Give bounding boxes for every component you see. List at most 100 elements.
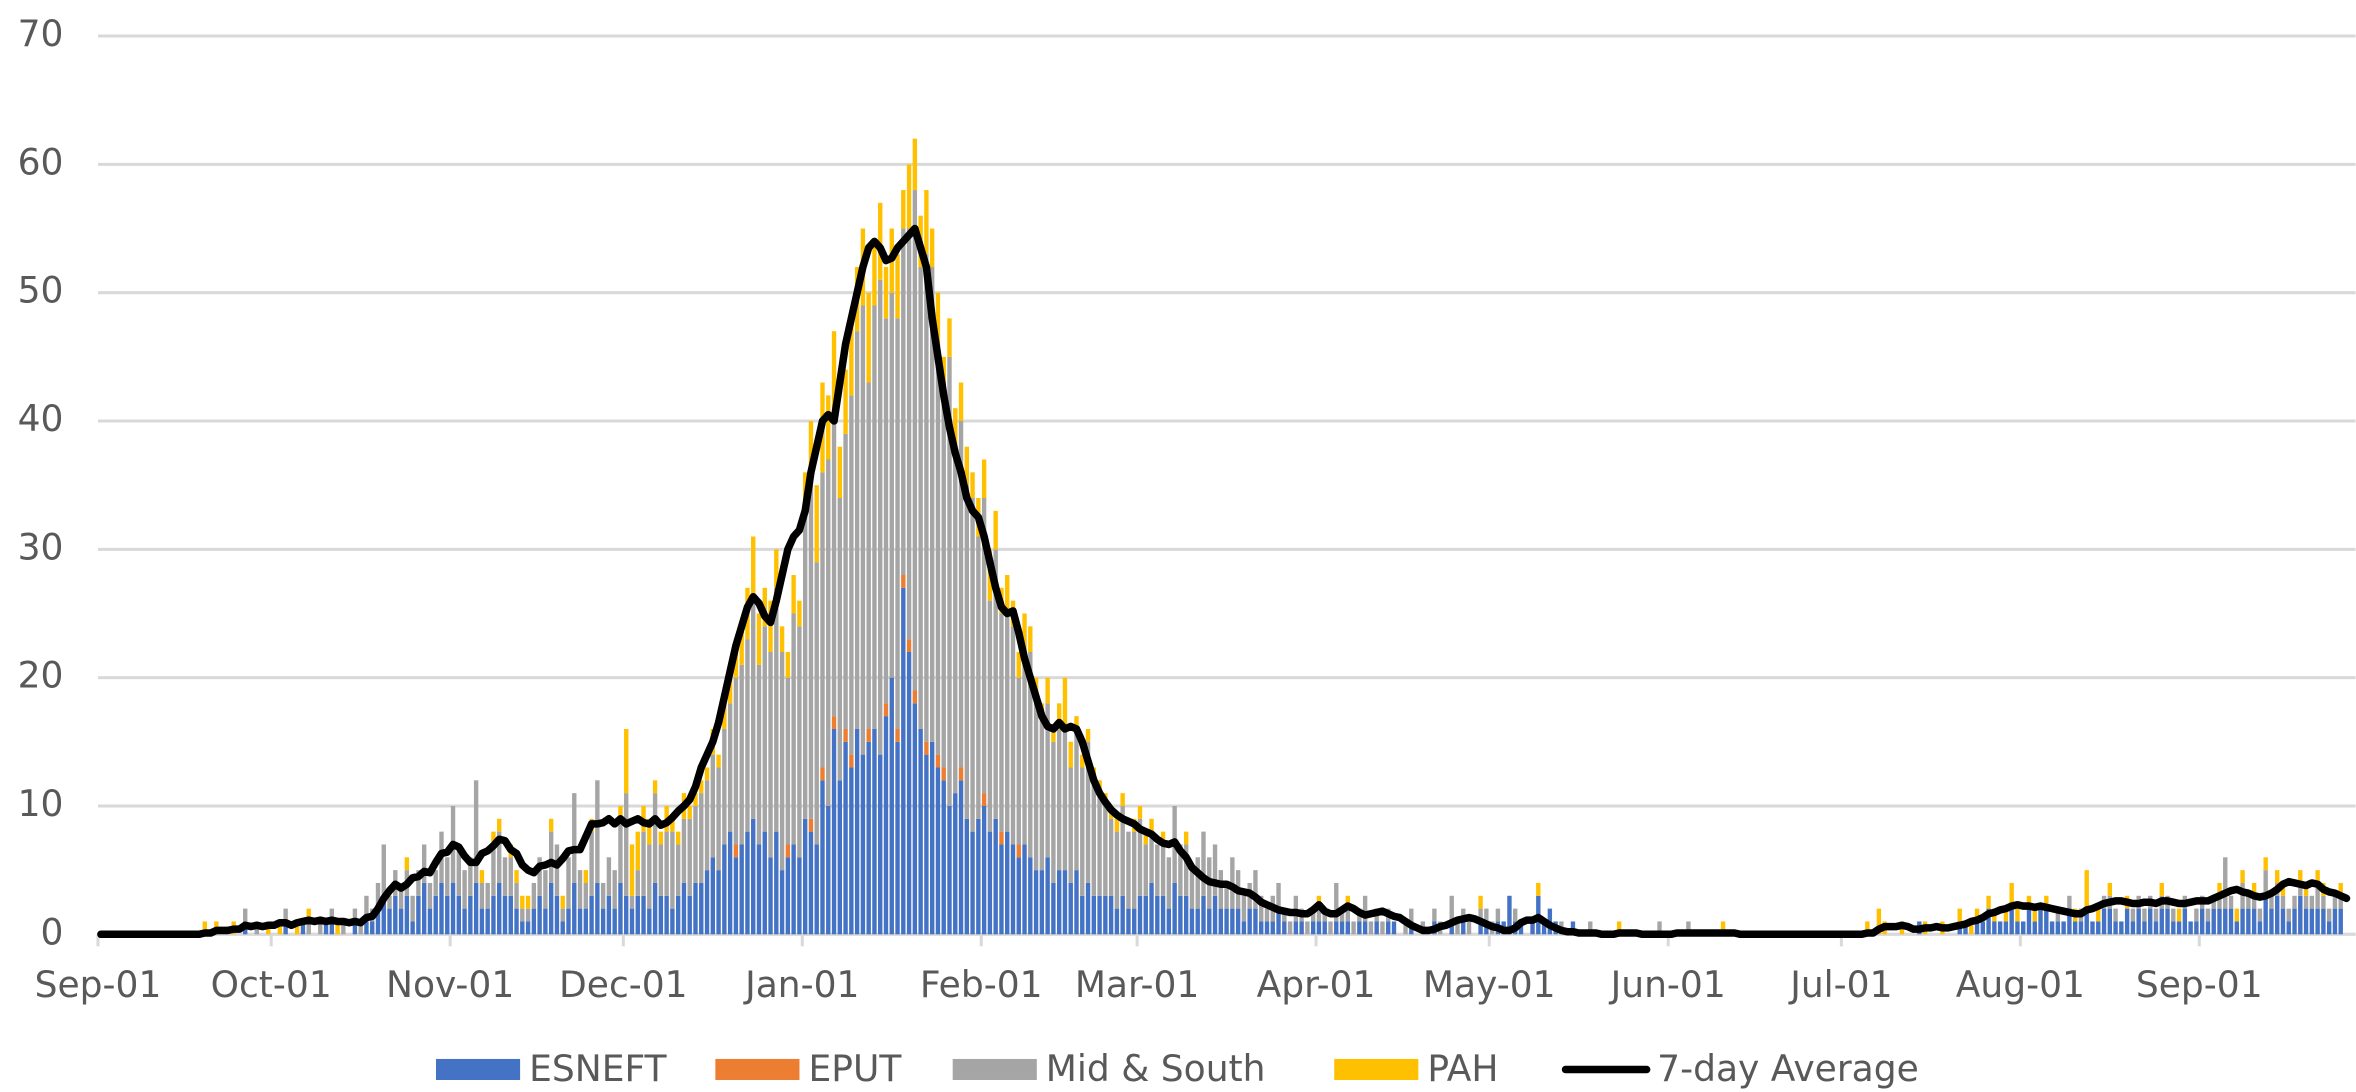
bar-segment	[802, 510, 808, 819]
bar-segment	[1287, 921, 1293, 935]
bar-segment	[658, 895, 664, 935]
bar-segment	[826, 395, 831, 460]
bar-segment	[1316, 908, 1322, 922]
bar-segment	[1068, 882, 1073, 935]
bar-segment	[808, 818, 814, 832]
bar-segment	[1230, 908, 1235, 935]
bar-segment	[1097, 895, 1102, 935]
bar-segment	[1062, 870, 1068, 935]
bar-segment	[889, 677, 894, 935]
bar-segment	[497, 831, 502, 883]
bar-segment	[612, 908, 617, 935]
bar-segment	[924, 190, 929, 255]
bar-segment	[1570, 921, 1576, 935]
bar-segment	[1085, 728, 1091, 742]
bar-segment	[1056, 703, 1062, 729]
bar-segment	[791, 613, 796, 845]
bar-segment	[727, 703, 733, 832]
bar-segment	[1120, 793, 1125, 806]
bar-segment	[958, 421, 964, 768]
bar-segment	[2153, 908, 2159, 922]
bar-segment	[468, 857, 473, 896]
bar-segment	[485, 908, 490, 935]
bar-segment	[866, 728, 871, 742]
bar-segment	[2015, 921, 2020, 935]
bar-segment	[404, 895, 410, 935]
bar-segment	[1357, 921, 1362, 935]
bar-segment	[2338, 908, 2343, 935]
bar-segment	[323, 921, 329, 935]
bar-segment	[1218, 870, 1224, 909]
bar-segment	[2194, 908, 2199, 922]
bar-segment	[1195, 908, 1200, 935]
bar-segment	[370, 921, 375, 935]
bar-segment	[2275, 870, 2280, 883]
bar-segment	[1986, 895, 1991, 909]
bar-segment	[1530, 921, 1535, 935]
bar-segment	[1051, 728, 1056, 742]
bar-segment	[456, 895, 462, 935]
bar-segment	[808, 831, 814, 935]
bar-segment	[2292, 895, 2297, 909]
bar-segment	[1299, 921, 1304, 935]
bar-segment	[2321, 895, 2326, 909]
bar-segment	[537, 857, 542, 896]
bar-segment	[704, 767, 710, 781]
bar-segment	[595, 882, 600, 935]
bar-segment	[2286, 908, 2291, 922]
bar-segment	[1155, 844, 1160, 896]
bar-segment	[883, 267, 889, 319]
bar-segment	[387, 908, 392, 935]
bar-segment	[1305, 921, 1310, 935]
bar-segment	[514, 908, 519, 935]
bar-segment	[941, 780, 946, 935]
bar-segment	[2217, 908, 2222, 935]
bar-segment	[2130, 908, 2136, 922]
bar-segment	[831, 728, 837, 935]
bar-segment	[699, 780, 704, 794]
bar-segment	[1114, 818, 1120, 832]
bar-segment	[854, 728, 860, 935]
bar-segment	[589, 895, 594, 935]
bar-segment	[699, 793, 704, 883]
bar-segment	[606, 857, 612, 896]
bar-segment	[2090, 921, 2095, 935]
bar-segment	[364, 895, 369, 922]
bar-segment	[958, 382, 964, 422]
bar-segment	[445, 895, 450, 935]
bar-segment	[2084, 870, 2089, 909]
bar-segment	[993, 818, 998, 935]
labels: 0 10 20 30 40 50 60 70 Sep-01 Oct-01 Nov-01 Dec-01 J…	[18, 14, 2263, 1006]
bar-segment	[1507, 895, 1512, 935]
bar-segment	[964, 446, 970, 486]
bar-segment	[1212, 895, 1218, 935]
bar-segment	[699, 882, 704, 935]
bar-segment	[981, 793, 987, 806]
x-tick-label: Apr-01	[1257, 965, 1376, 1006]
bar-segment	[583, 882, 589, 909]
bar-segment	[2205, 908, 2211, 922]
bar-segment	[2021, 921, 2026, 935]
bar-segment	[2251, 908, 2257, 935]
bar-segment	[514, 882, 519, 909]
bar-segment	[1114, 831, 1120, 909]
bar-segment	[1039, 716, 1045, 871]
bar-segment	[618, 882, 623, 935]
bar-segment	[1189, 870, 1195, 909]
lines	[97, 224, 2351, 939]
bar-segment	[831, 331, 837, 409]
bar-segment	[1016, 844, 1021, 858]
bar-segment	[1212, 844, 1218, 896]
bar-segment	[687, 818, 692, 896]
bar-segment	[647, 908, 652, 935]
bar-segment	[2251, 895, 2257, 909]
bar-segment	[624, 728, 629, 794]
bar-segment	[687, 805, 692, 819]
bar-segment	[681, 882, 687, 935]
bar-segment	[1149, 818, 1154, 832]
bar-segment	[716, 767, 721, 871]
bar-segment	[866, 741, 871, 935]
bar-segment	[814, 485, 819, 563]
bar-segment	[1328, 921, 1333, 935]
bar-segment	[1056, 728, 1062, 871]
